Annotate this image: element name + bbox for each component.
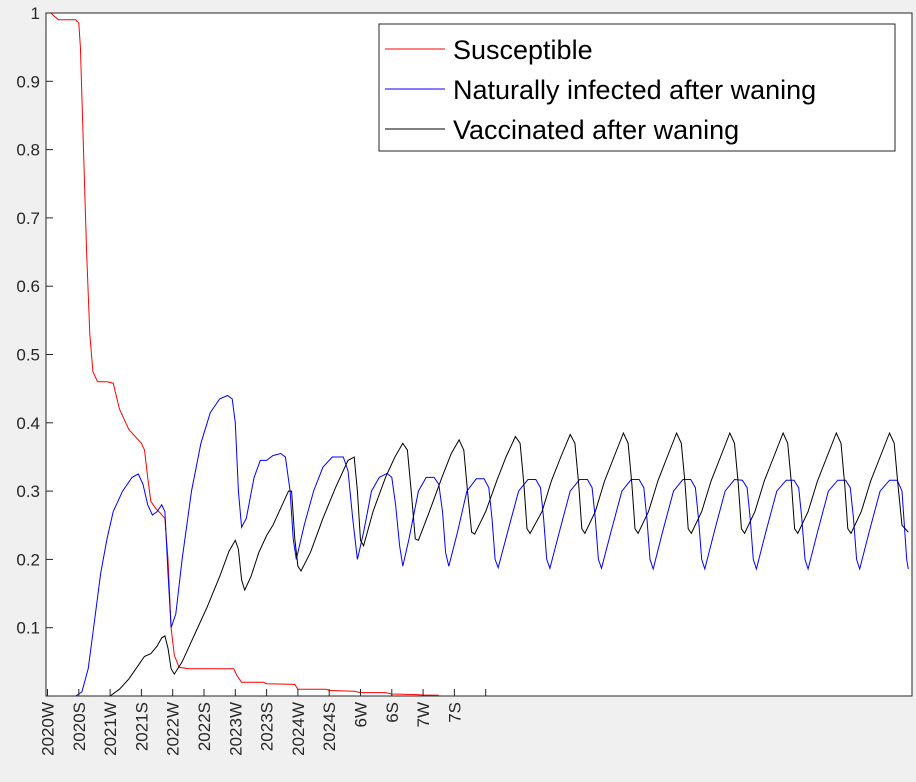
y-tick-label: 1 <box>31 4 40 23</box>
legend-label-vaccinated: Vaccinated after waning <box>453 115 739 145</box>
x-tick-label: 2024W <box>289 702 308 756</box>
y-tick-label: 0.1 <box>16 619 40 638</box>
x-tick-label: 2020S <box>70 702 89 751</box>
x-tick-label: 2022S <box>195 702 214 751</box>
y-tick-label: 0.6 <box>16 277 40 296</box>
series-line-vaccinated-after-waning <box>109 431 909 697</box>
y-tick-label: 0.9 <box>16 72 40 91</box>
x-axis: 2020W 2020S 2021W 2021S 2022W 2022S 2023W 2023S… <box>39 689 487 756</box>
legend: Susceptible Naturally infected after wan… <box>378 23 896 152</box>
x-tick-label: 2021S <box>132 702 151 751</box>
x-tick-label: 2021W <box>101 702 120 756</box>
y-tick-label: 0.5 <box>16 346 40 365</box>
x-tick-label: 2020W <box>39 702 58 756</box>
series-line-naturally-infected-after-waning <box>75 394 909 697</box>
y-tick-label: 0.7 <box>16 209 40 228</box>
series-layer <box>47 12 909 697</box>
legend-label-naturally-infected: Naturally infected after waning <box>453 75 816 105</box>
x-tick-label: 2022W <box>164 702 183 756</box>
legend-label-susceptible: Susceptible <box>453 35 593 65</box>
y-axis: 0.1 0.2 0.3 0.4 0.5 0.6 0.7 0.8 0.9 1 <box>16 4 53 638</box>
y-tick-label: 0.3 <box>16 482 40 501</box>
x-tick-label: 7W <box>414 702 433 728</box>
y-tick-label: 0.4 <box>16 414 40 433</box>
x-tick-label: 6W <box>352 702 371 728</box>
x-tick-label: 6S <box>383 702 402 723</box>
x-tick-label: 2024S <box>320 702 339 751</box>
x-tick-label: 7S <box>445 702 464 723</box>
y-tick-label: 0.2 <box>16 550 40 569</box>
x-tick-label: 2023S <box>258 702 277 751</box>
y-tick-label: 0.8 <box>16 141 40 160</box>
legend-box <box>378 23 896 152</box>
x-tick-label: 2023W <box>226 702 245 756</box>
